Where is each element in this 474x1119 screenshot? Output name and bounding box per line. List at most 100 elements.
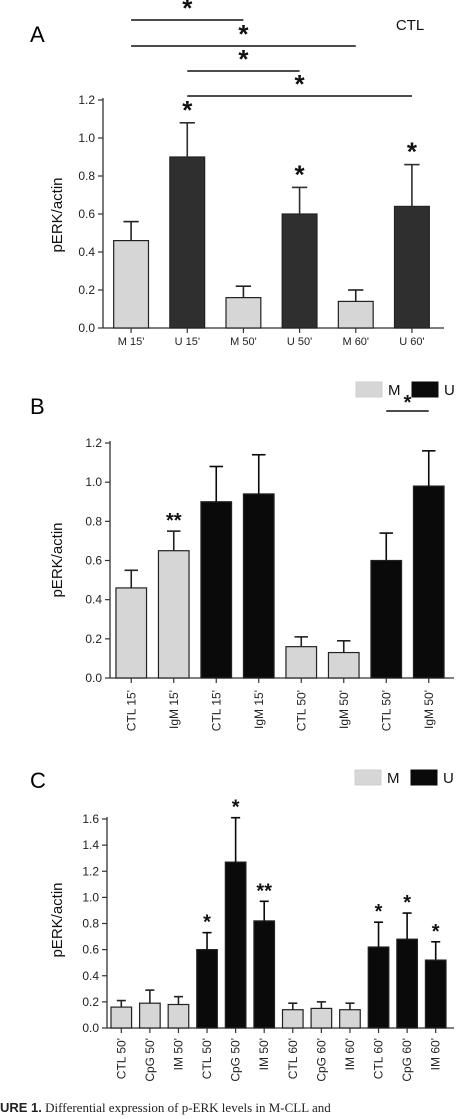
legend-swatch — [354, 769, 382, 786]
bar — [115, 587, 148, 679]
bar — [393, 205, 430, 329]
category-label: U 60' — [399, 336, 424, 348]
category-label: CpG 50' — [143, 1038, 157, 1082]
category-label: U 50' — [287, 336, 312, 348]
legend-swatch — [411, 381, 439, 398]
category-label: CpG 50' — [229, 1038, 243, 1082]
bar — [167, 1003, 190, 1029]
bar — [225, 297, 262, 329]
legend-swatch — [410, 769, 438, 786]
y-tick-label: 1.0 — [78, 131, 95, 145]
category-label: CTL 15' — [209, 690, 223, 731]
category-label: IM 50' — [171, 1038, 185, 1070]
category-label: CTL 50' — [294, 690, 308, 731]
y-tick-label: 0.6 — [78, 207, 95, 221]
y-tick-label: 1.2 — [82, 864, 99, 878]
y-axis-label: pERK/actin — [49, 177, 66, 252]
bracket-star: * — [182, 0, 193, 23]
y-tick-label: 0.0 — [82, 1021, 99, 1035]
significance-star: * — [182, 95, 193, 125]
caption-label: URE 1. — [0, 1100, 42, 1115]
y-tick-label: 0.4 — [85, 593, 102, 607]
bracket-star: * — [404, 392, 412, 414]
bar — [337, 300, 374, 329]
category-label: M 50' — [230, 336, 257, 348]
bar — [281, 213, 318, 329]
legend-label: M — [387, 770, 400, 787]
category-label: IM 60' — [429, 1038, 443, 1070]
y-tick-label: 0.6 — [85, 554, 102, 568]
legend-label: M — [388, 382, 401, 399]
category-label: IgM 15' — [252, 690, 266, 729]
significance-star: * — [232, 797, 240, 819]
corner-label: CTL — [396, 17, 424, 34]
category-label: CTL 15' — [124, 690, 138, 731]
bar — [370, 559, 403, 679]
category-label: IgM 15' — [167, 690, 181, 729]
category-label: IgM 50' — [422, 690, 436, 729]
figure-caption: URE 1. Differential expression of p-ERK … — [0, 1100, 474, 1119]
y-tick-label: 1.6 — [82, 812, 99, 826]
category-label: CTL 60' — [286, 1038, 300, 1079]
category-label: U 15' — [175, 336, 200, 348]
category-label: CpG 60' — [314, 1038, 328, 1082]
bar — [424, 959, 447, 1029]
bar — [224, 861, 247, 1029]
category-label: M 15' — [118, 336, 145, 348]
y-tick-label: 1.0 — [82, 890, 99, 904]
bar — [281, 1009, 304, 1029]
bar — [285, 646, 318, 679]
category-label: CpG 60' — [400, 1038, 414, 1082]
category-label: CTL 50' — [379, 690, 393, 731]
significance-star: ** — [256, 880, 272, 902]
legend-label: U — [443, 770, 454, 787]
bracket-star: * — [238, 19, 249, 49]
legend-swatch — [355, 381, 383, 398]
y-tick-label: 0.4 — [82, 969, 99, 983]
panel-letter: C — [30, 768, 46, 793]
panel-letter: A — [30, 22, 45, 47]
panel-letter: B — [30, 394, 45, 419]
y-tick-label: 0.2 — [82, 995, 99, 1009]
legend-label: U — [444, 382, 455, 399]
category-label: IM 60' — [343, 1038, 357, 1070]
category-label: IgM 50' — [337, 690, 351, 729]
bar — [339, 1009, 361, 1029]
y-tick-label: 1.2 — [78, 93, 95, 107]
significance-star: ** — [166, 510, 182, 532]
category-label: M 60' — [342, 336, 369, 348]
y-tick-label: 0.0 — [85, 671, 102, 685]
significance-star: * — [375, 901, 383, 923]
bracket-star: * — [295, 69, 306, 99]
caption-text: Differential expression of p-ERK levels … — [45, 1100, 331, 1115]
bar — [138, 1002, 161, 1029]
y-tick-label: 0.8 — [82, 917, 99, 931]
bar — [196, 949, 218, 1029]
y-axis-label: pERK/actin — [49, 522, 66, 597]
bar — [200, 501, 233, 679]
category-label: IM 50' — [257, 1038, 271, 1070]
significance-star: * — [403, 892, 411, 914]
category-label: CTL 50' — [114, 1038, 128, 1079]
bar — [310, 1007, 333, 1029]
y-tick-label: 0.6 — [82, 943, 99, 957]
bar — [110, 1006, 133, 1029]
bar — [367, 946, 390, 1029]
y-tick-label: 0.4 — [78, 245, 95, 259]
significance-star: * — [203, 912, 211, 934]
y-tick-label: 0.2 — [85, 632, 102, 646]
category-label: CTL 50' — [200, 1038, 214, 1079]
bar — [169, 156, 206, 329]
significance-star: * — [295, 159, 306, 189]
y-axis-label: pERK/actin — [49, 882, 66, 957]
bar — [396, 938, 419, 1029]
bar — [113, 240, 150, 329]
significance-star: * — [407, 137, 418, 167]
y-tick-label: 1.4 — [82, 838, 99, 852]
y-tick-label: 1.2 — [85, 436, 102, 450]
y-tick-label: 1.0 — [85, 475, 102, 489]
